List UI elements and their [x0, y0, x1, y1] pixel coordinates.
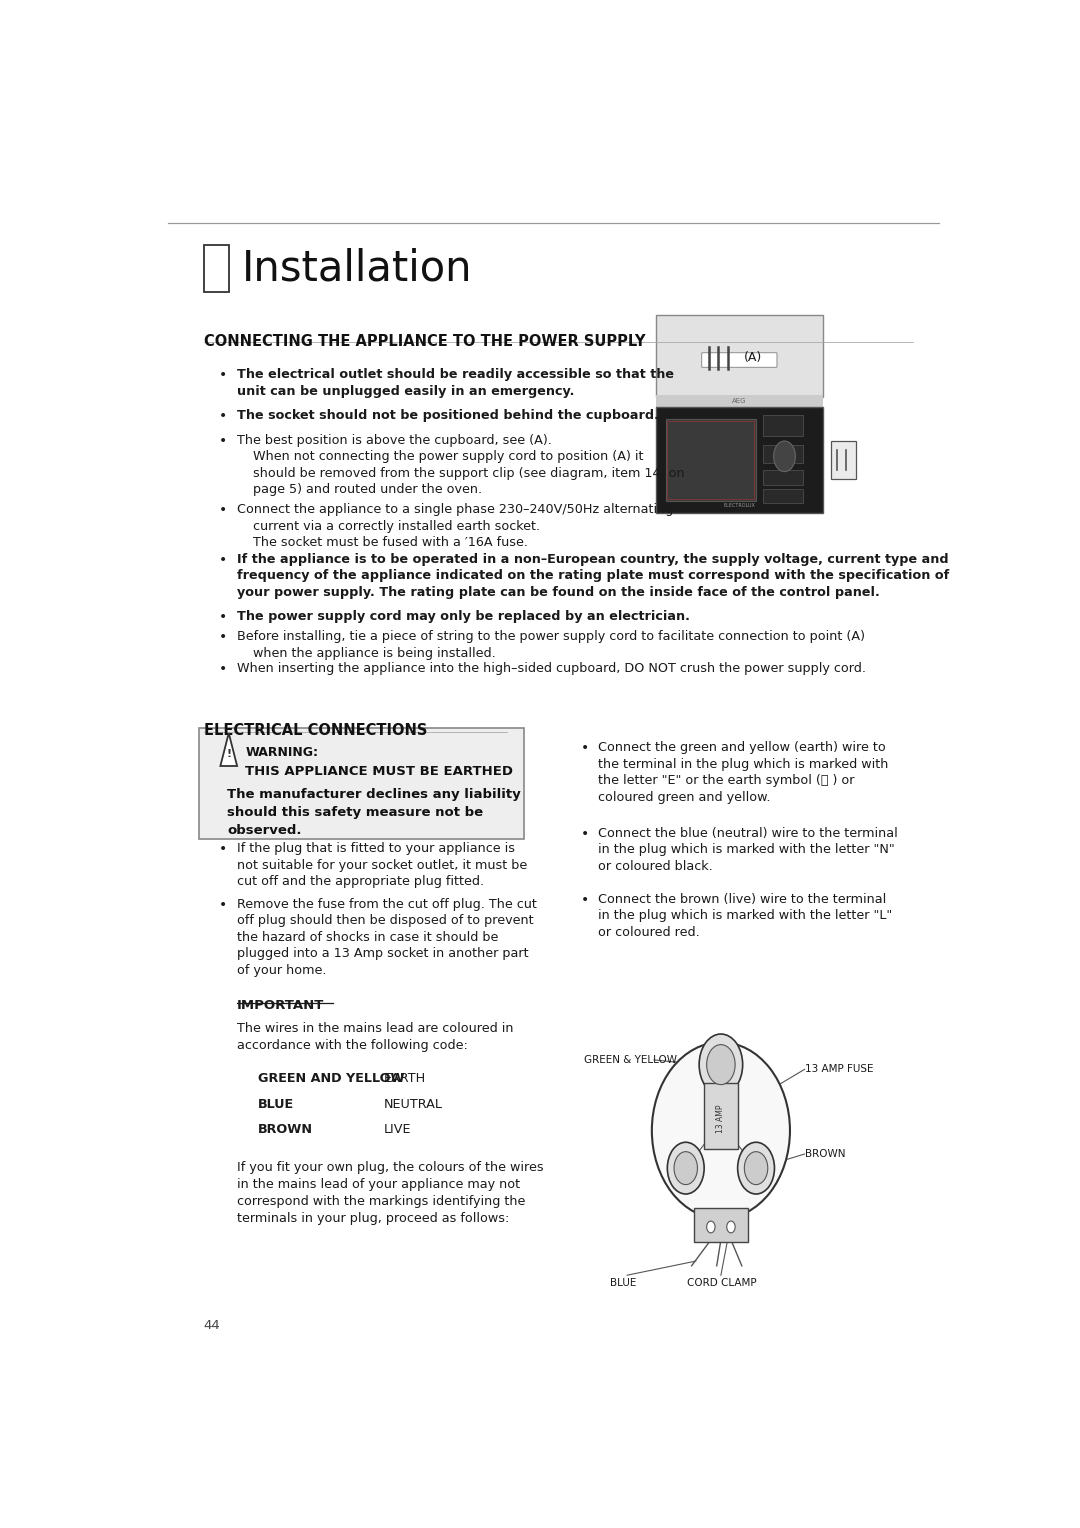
Text: LIVE: LIVE — [383, 1123, 411, 1137]
Circle shape — [706, 1045, 735, 1085]
FancyBboxPatch shape — [665, 419, 756, 501]
Text: •: • — [581, 827, 590, 840]
Text: Connect the green and yellow (earth) wire to
the terminal in the plug which is m: Connect the green and yellow (earth) wir… — [598, 741, 888, 804]
Text: If the appliance is to be operated in a non–European country, the supply voltage: If the appliance is to be operated in a … — [238, 553, 949, 599]
Text: !: ! — [226, 749, 231, 759]
Text: AEG: AEG — [732, 397, 746, 403]
Text: •: • — [581, 892, 590, 906]
Text: Connect the blue (neutral) wire to the terminal
in the plug which is marked with: Connect the blue (neutral) wire to the t… — [598, 827, 897, 872]
Text: •: • — [581, 741, 590, 755]
FancyBboxPatch shape — [701, 335, 740, 380]
Circle shape — [773, 442, 795, 472]
Text: 13 AMP FUSE: 13 AMP FUSE — [805, 1065, 873, 1074]
Text: IMPORTANT: IMPORTANT — [238, 999, 324, 1012]
Circle shape — [674, 1152, 698, 1184]
FancyBboxPatch shape — [656, 396, 823, 406]
FancyBboxPatch shape — [702, 353, 777, 367]
Text: •: • — [218, 842, 227, 856]
Text: Remove the fuse from the cut off plug. The cut
off plug should then be disposed : Remove the fuse from the cut off plug. T… — [238, 897, 537, 976]
Circle shape — [667, 1143, 704, 1193]
Circle shape — [706, 1221, 715, 1233]
Text: Before installing, tie a piece of string to the power supply cord to facilitate : Before installing, tie a piece of string… — [238, 631, 865, 660]
Text: •: • — [218, 897, 227, 912]
Circle shape — [744, 1152, 768, 1184]
Text: Connect the brown (live) wire to the terminal
in the plug which is marked with t: Connect the brown (live) wire to the ter… — [598, 892, 892, 938]
FancyBboxPatch shape — [762, 489, 802, 503]
Text: BLUE: BLUE — [610, 1277, 637, 1288]
FancyBboxPatch shape — [762, 471, 802, 484]
FancyBboxPatch shape — [762, 445, 802, 463]
Text: i: i — [212, 255, 221, 281]
Text: EARTH: EARTH — [383, 1071, 426, 1085]
Text: If you fit your own plug, the colours of the wires
in the mains lead of your app: If you fit your own plug, the colours of… — [238, 1161, 543, 1225]
Text: •: • — [218, 368, 227, 382]
Text: The power supply cord may only be replaced by an electrician.: The power supply cord may only be replac… — [238, 611, 690, 623]
Polygon shape — [220, 733, 238, 766]
Text: BROWN: BROWN — [258, 1123, 313, 1137]
FancyBboxPatch shape — [200, 729, 524, 839]
FancyBboxPatch shape — [704, 1083, 738, 1149]
Text: Connect the appliance to a single phase 230–240V/50Hz alternating
    current vi: Connect the appliance to a single phase … — [238, 503, 674, 550]
Text: •: • — [218, 553, 227, 567]
Text: •: • — [218, 410, 227, 423]
Text: BROWN: BROWN — [805, 1149, 846, 1160]
FancyBboxPatch shape — [694, 1209, 747, 1242]
Ellipse shape — [652, 1042, 789, 1219]
Text: •: • — [218, 631, 227, 645]
Text: ELECTRICAL CONNECTIONS: ELECTRICAL CONNECTIONS — [204, 723, 427, 738]
Text: The socket should not be positioned behind the cupboard.: The socket should not be positioned behi… — [238, 410, 659, 422]
Text: THIS APPLIANCE MUST BE EARTHED: THIS APPLIANCE MUST BE EARTHED — [245, 764, 513, 778]
Text: The best position is above the cupboard, see (A).
    When not connecting the po: The best position is above the cupboard,… — [238, 434, 685, 497]
Text: Installation: Installation — [242, 248, 473, 289]
Text: NEUTRAL: NEUTRAL — [383, 1097, 443, 1111]
Text: BLUE: BLUE — [258, 1097, 294, 1111]
Text: CONNECTING THE APPLIANCE TO THE POWER SUPPLY: CONNECTING THE APPLIANCE TO THE POWER SU… — [204, 335, 645, 348]
Text: •: • — [218, 662, 227, 677]
Text: The electrical outlet should be readily accessible so that the
unit can be unplu: The electrical outlet should be readily … — [238, 368, 674, 397]
Text: •: • — [218, 611, 227, 625]
Text: If the plug that is fitted to your appliance is
not suitable for your socket out: If the plug that is fitted to your appli… — [238, 842, 527, 888]
Text: GREEN & YELLOW: GREEN & YELLOW — [583, 1054, 677, 1065]
Text: WARNING:: WARNING: — [245, 746, 319, 759]
Text: (A): (A) — [744, 351, 762, 364]
FancyBboxPatch shape — [656, 406, 823, 513]
Text: GREEN AND YELLOW: GREEN AND YELLOW — [258, 1071, 405, 1085]
Text: CORD CLAMP: CORD CLAMP — [688, 1277, 757, 1288]
FancyBboxPatch shape — [762, 416, 802, 437]
Circle shape — [727, 1221, 735, 1233]
Text: The manufacturer declines any liability
should this safety measure not be
observ: The manufacturer declines any liability … — [227, 788, 521, 837]
FancyBboxPatch shape — [831, 442, 855, 478]
Text: 13 AMP: 13 AMP — [716, 1105, 726, 1132]
Text: When inserting the appliance into the high–sided cupboard, DO NOT crush the powe: When inserting the appliance into the hi… — [238, 662, 866, 675]
Circle shape — [738, 1143, 774, 1193]
Text: 44: 44 — [204, 1319, 220, 1332]
Text: •: • — [218, 503, 227, 518]
Text: •: • — [218, 434, 227, 448]
FancyBboxPatch shape — [204, 244, 229, 292]
FancyBboxPatch shape — [656, 315, 823, 397]
Text: ELECTROLUX: ELECTROLUX — [724, 503, 755, 509]
Text: The wires in the mains lead are coloured in
accordance with the following code:: The wires in the mains lead are coloured… — [238, 1022, 514, 1053]
Circle shape — [699, 1034, 743, 1096]
